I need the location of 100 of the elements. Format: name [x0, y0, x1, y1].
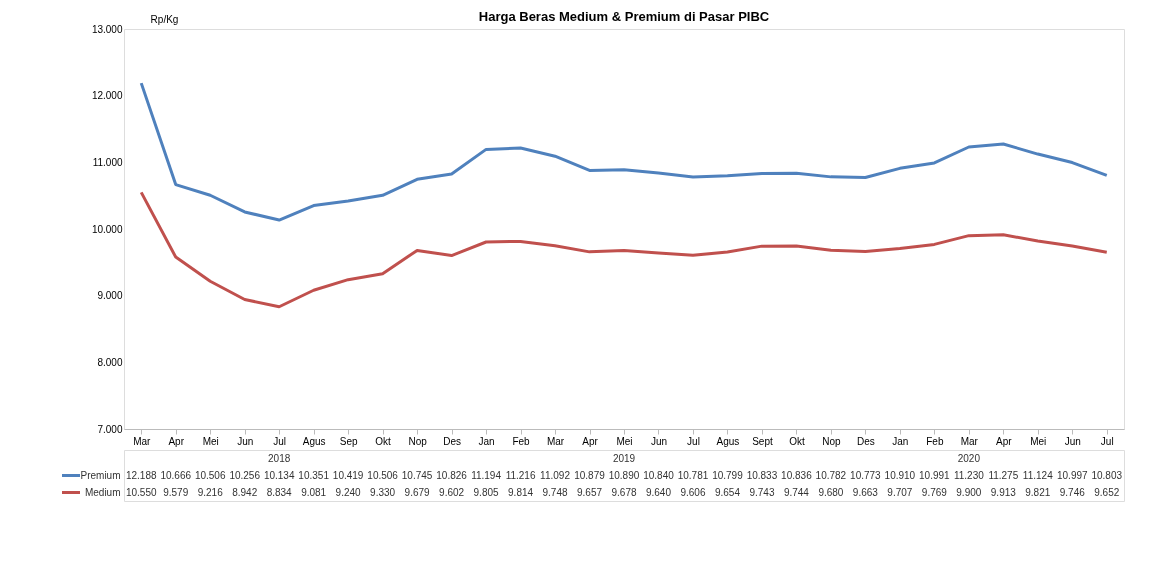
chart-title: Harga Beras Medium & Premium di Pasar PIBC: [478, 9, 770, 24]
x-tick-label: Jun: [1064, 435, 1081, 447]
x-tick-label: Agus: [716, 435, 740, 447]
x-tick-label: Mar: [960, 435, 979, 447]
data-label: 9.081: [301, 486, 327, 498]
data-label: 9.606: [680, 486, 706, 498]
x-tick-label: Mei: [616, 435, 633, 447]
x-tick-label: Apr: [168, 435, 185, 447]
data-label: 11.216: [505, 469, 536, 481]
data-label: 10.256: [229, 469, 261, 481]
data-label: 10.550: [125, 486, 157, 498]
x-tick-label: Jul: [273, 435, 287, 447]
data-label: 9.240: [335, 486, 362, 498]
data-label: 11.092: [540, 469, 571, 481]
y-tick-label: 12.000: [91, 90, 123, 102]
x-tick-label: Mei: [1030, 435, 1047, 447]
data-label: 10.773: [850, 469, 882, 481]
y-tick-label: 13.000: [91, 23, 123, 35]
data-label: 9.821: [1025, 486, 1051, 498]
data-label: 8.942: [232, 486, 258, 498]
x-tick-label: Feb: [926, 435, 944, 447]
x-tick-label: Jul: [1100, 435, 1114, 447]
data-label: 9.679: [404, 486, 431, 498]
data-label: 9.743: [749, 486, 775, 498]
x-tick-label: Nop: [408, 435, 428, 447]
data-label: 10.840: [643, 469, 675, 481]
data-label: 10.134: [263, 469, 295, 481]
data-label: 9.744: [783, 486, 810, 498]
data-label: 10.666: [160, 469, 192, 481]
data-label: 8.834: [266, 486, 293, 498]
x-tick-label: Okt: [375, 435, 392, 447]
x-tick-label: Nop: [822, 435, 841, 447]
data-label: 10.890: [608, 469, 640, 481]
data-label: 10.506: [367, 469, 399, 481]
x-tick-label: Apr: [582, 435, 599, 447]
data-label: 11.230: [953, 469, 985, 481]
x-tick-label: Mei: [202, 435, 219, 447]
data-label: 9.678: [611, 486, 637, 498]
text: 2018: [268, 452, 291, 464]
text: 2020: [957, 452, 981, 464]
x-tick-label: Feb: [512, 435, 531, 447]
data-label: 9.657: [577, 486, 603, 498]
data-label: 11.194: [471, 469, 502, 481]
x-tick-label: Jan: [892, 435, 909, 447]
data-label: 9.913: [990, 486, 1017, 498]
x-tick-label: Apr: [996, 435, 1013, 447]
data-label: 10.879: [574, 469, 606, 481]
x-tick-label: Des: [443, 435, 461, 447]
x-tick-label: Mar: [133, 435, 152, 447]
data-label: 9.652: [1094, 486, 1120, 498]
x-tick-label: Sept: [752, 435, 773, 447]
x-tick-label: Agus: [302, 435, 326, 447]
data-label: 12.188: [125, 469, 157, 481]
data-label: 10.991: [919, 469, 951, 481]
data-label: 10.745: [401, 469, 433, 481]
y-tick-label: 8.000: [97, 356, 123, 368]
data-label: 10.799: [712, 469, 744, 481]
data-label: 9.579: [163, 486, 189, 498]
x-tick-label: Des: [856, 435, 875, 447]
y-tick-label: 11.000: [92, 156, 123, 168]
data-label: 9.900: [956, 486, 982, 498]
data-label: 9.814: [508, 486, 534, 498]
data-label: 9.663: [852, 486, 879, 498]
data-label: 10.782: [815, 469, 847, 481]
data-label: 10.833: [746, 469, 778, 481]
data-label: 10.803: [1091, 469, 1123, 481]
line-series: [139, 190, 1109, 309]
data-label: 9.654: [714, 486, 741, 498]
x-tick-label: Jun: [650, 435, 668, 447]
line-series: [139, 81, 1109, 222]
y-tick-label: 9.000: [97, 290, 123, 302]
data-label: 10.781: [677, 469, 709, 481]
data-label: 9.330: [370, 486, 396, 498]
data-label: 11.124: [1022, 469, 1054, 481]
data-label: 9.748: [542, 486, 568, 498]
x-tick-label: Mar: [546, 435, 565, 447]
y-tick-label: 7.000: [97, 423, 123, 435]
data-label: 9.640: [645, 486, 672, 498]
x-tick-label: Jun: [237, 435, 254, 447]
data-label: 9.805: [473, 486, 500, 498]
data-label: 10.910: [884, 469, 916, 481]
data-label: 9.216: [197, 486, 224, 498]
data-label: 11.275: [988, 469, 1019, 481]
data-label: 9.707: [887, 486, 913, 498]
data-label: 10.826: [436, 469, 468, 481]
x-tick-label: Jul: [687, 435, 700, 447]
x-tick-label: Okt: [789, 435, 805, 447]
data-label: 10.836: [781, 469, 813, 481]
x-tick-label: Jan: [478, 435, 495, 447]
y-axis-title: Rp/Kg: [150, 13, 179, 25]
text: 2019: [612, 452, 636, 464]
data-label: 9.746: [1059, 486, 1086, 498]
data-label: 10.351: [298, 469, 330, 481]
data-label: 10.419: [332, 469, 364, 481]
y-tick-label: 10.000: [91, 223, 123, 235]
data-label: 10.997: [1056, 469, 1088, 481]
legend-label: Premium: [80, 469, 121, 481]
data-label: 9.769: [921, 486, 948, 498]
data-label: 10.506: [194, 469, 226, 481]
x-tick-label: Sep: [339, 435, 358, 447]
